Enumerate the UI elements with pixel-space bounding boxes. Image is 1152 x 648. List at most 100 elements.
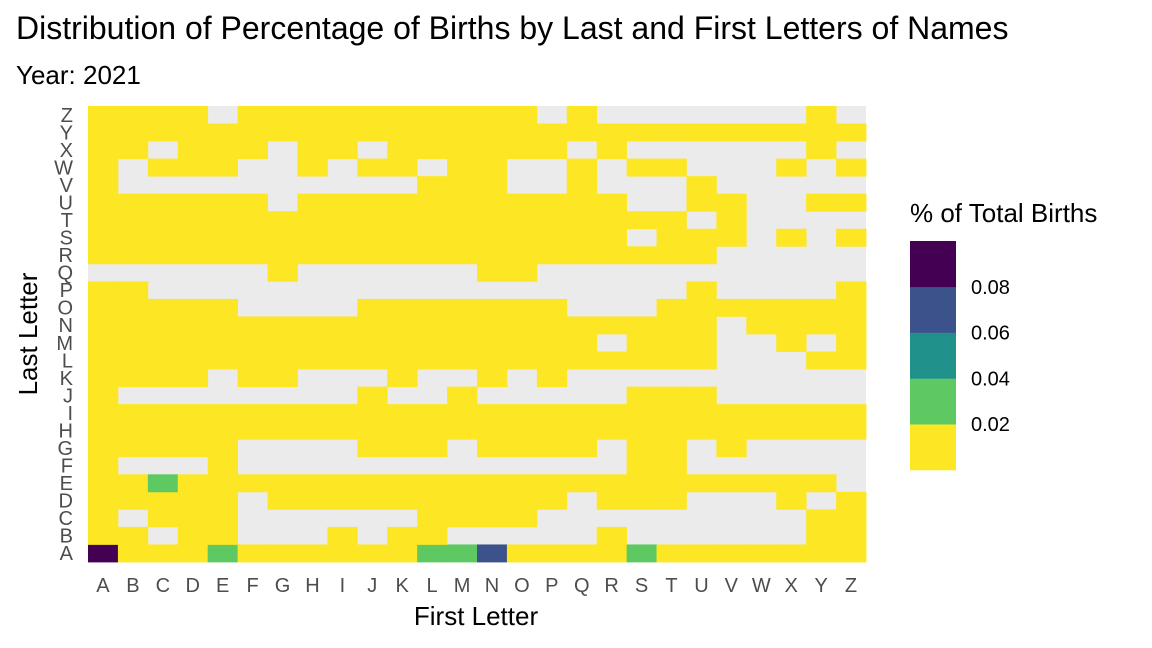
heatmap-cell-U-R	[686, 246, 717, 265]
heatmap-cell-P-G	[536, 439, 568, 458]
heatmap-cell-M-A	[447, 544, 478, 563]
heatmap-cell-G-H	[267, 421, 298, 440]
heatmap-cell-X-S	[776, 228, 807, 247]
heatmap-cell-B-M	[117, 334, 149, 352]
heatmap-cell-O-S	[506, 228, 538, 247]
heatmap-cell-R-I	[596, 404, 628, 423]
heatmap-cell-I-N	[327, 316, 358, 335]
heatmap-cell-J-H	[357, 421, 388, 440]
heatmap-cell-Q-H	[566, 421, 598, 440]
heatmap-cell-D-W	[177, 158, 209, 177]
x-tick-label: B	[126, 575, 139, 597]
heatmap-cell-M-N	[447, 316, 478, 335]
heatmap-cell-L-X	[417, 141, 448, 160]
x-tick-label: L	[427, 575, 438, 597]
heatmap-cell-Q-T	[566, 211, 598, 230]
heatmap-cell-R-N	[596, 316, 628, 335]
heatmap-cell-L-L	[417, 351, 448, 370]
heatmap-cell-M-Y	[447, 123, 478, 142]
heatmap-cell-D-E	[177, 474, 209, 493]
heatmap-cell-E-L	[207, 351, 239, 370]
heatmap-cell-P-T	[536, 211, 568, 230]
heatmap-cell-M-X	[447, 141, 478, 160]
heatmap-cell-N-Q	[477, 263, 508, 282]
heatmap-cell-H-L	[297, 351, 328, 370]
heatmap-cell-S-H	[626, 421, 657, 440]
heatmap-cell-F-T	[237, 211, 268, 230]
heatmap-cell-B-O	[117, 298, 149, 317]
heatmap-cell-X-H	[776, 421, 807, 440]
heatmap-cell-L-G	[417, 439, 448, 458]
heatmap-cell-W-A	[746, 544, 777, 563]
y-tick-label: H	[59, 420, 73, 442]
heatmap-cell-E-C	[207, 509, 239, 528]
heatmap-cell-J-Y	[357, 123, 388, 142]
y-tick-label: J	[63, 385, 73, 407]
heatmap-cell-Q-Y	[566, 123, 598, 142]
heatmap-cell-F-E	[237, 474, 268, 493]
heatmap-cell-O-O	[506, 298, 538, 317]
heatmap-cell-B-A	[117, 544, 149, 563]
heatmap-cell-G-K	[267, 369, 298, 388]
heatmap-cell-F-L	[237, 351, 268, 370]
legend-title: % of Total Births	[910, 198, 1097, 228]
x-tick-label: M	[454, 575, 471, 597]
heatmap-cell-A-S	[88, 228, 119, 247]
y-tick-label: P	[60, 280, 73, 302]
heatmap-cell-K-U	[387, 193, 418, 212]
y-tick-label: R	[59, 245, 73, 267]
heatmap-cell-Q-N	[566, 316, 598, 335]
heatmap-cell-N-A	[477, 544, 508, 563]
heatmap-cell-K-H	[387, 421, 418, 440]
heatmap-cell-K-B	[387, 526, 418, 545]
heatmap-cell-I-H	[327, 421, 358, 440]
heatmap-cell-T-A	[656, 544, 687, 563]
y-tick-label: C	[59, 508, 73, 530]
heatmap-cell-J-Z	[357, 106, 388, 124]
y-tick-label: A	[60, 543, 74, 565]
heatmap-cell-K-D	[387, 491, 418, 510]
y-tick-label: F	[61, 456, 73, 478]
heatmap-cell-N-E	[477, 474, 508, 493]
heatmap-cell-U-P	[686, 281, 717, 300]
heatmap-cell-E-M	[207, 334, 239, 352]
heatmap-cell-Q-W	[566, 158, 598, 177]
heatmap-cell-D-O	[177, 298, 209, 317]
legend-swatch	[910, 286, 956, 333]
heatmap-cell-D-H	[177, 421, 209, 440]
heatmap-cell-Q-R	[566, 246, 598, 265]
x-tick-label: V	[725, 575, 739, 597]
heatmap-cell-B-P	[117, 281, 149, 300]
heatmap-cell-T-J	[656, 386, 687, 405]
heatmap-cell-Y-Z	[806, 106, 837, 124]
y-tick-label: O	[57, 298, 73, 320]
legend-break-label: 0.06	[971, 323, 1010, 345]
heatmap-cell-U-L	[686, 351, 717, 370]
heatmap-cell-Z-N	[836, 316, 867, 335]
heatmap-cell-J-A	[357, 544, 388, 563]
heatmap-cell-L-A	[417, 544, 448, 563]
heatmap-cell-H-U	[297, 193, 328, 212]
y-tick-label: L	[62, 350, 73, 372]
heatmap-cell-M-V	[447, 176, 478, 195]
heatmap-cell-N-T	[477, 211, 508, 230]
heatmap-cell-L-I	[417, 404, 448, 423]
heatmap-cell-J-D	[357, 491, 388, 510]
x-tick-label: N	[485, 575, 499, 597]
heatmap-cell-A-H	[88, 421, 119, 440]
heatmap-cell-H-N	[297, 316, 328, 335]
heatmap-cell-T-Y	[656, 123, 687, 142]
heatmap-cell-I-L	[327, 351, 358, 370]
heatmap-cell-A-F	[88, 456, 119, 475]
heatmap-cell-V-G	[716, 439, 747, 458]
heatmap-cell-P-N	[536, 316, 568, 335]
heatmap-cell-G-A	[267, 544, 298, 563]
y-tick-label: N	[59, 315, 73, 337]
y-tick-label: T	[61, 210, 73, 232]
heatmap-cell-T-O	[656, 298, 687, 317]
x-tick-label: E	[216, 575, 229, 597]
heatmap-cell-O-C	[506, 509, 538, 528]
heatmap-cell-D-N	[177, 316, 209, 335]
heatmap-cell-K-N	[387, 316, 418, 335]
heatmap-cell-N-S	[477, 228, 508, 247]
